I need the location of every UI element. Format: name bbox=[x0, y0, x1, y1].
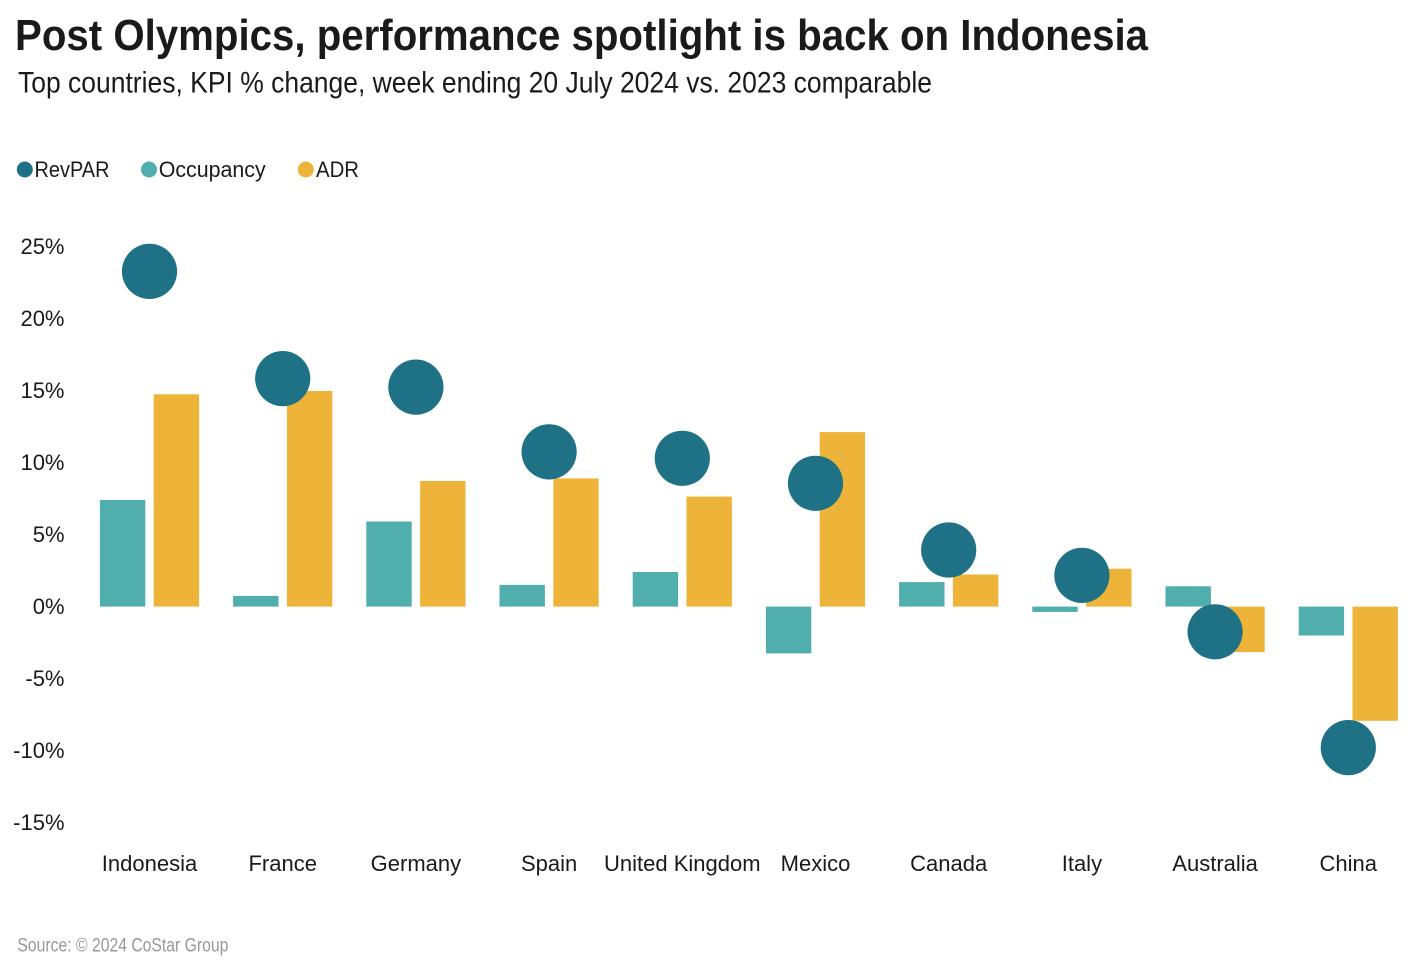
svg-text:Top countries, KPI % change, w: Top countries, KPI % change, week ending… bbox=[18, 66, 932, 99]
svg-text:0%: 0% bbox=[33, 594, 65, 619]
svg-text:10%: 10% bbox=[20, 450, 64, 475]
svg-text:Germany: Germany bbox=[371, 851, 461, 876]
svg-text:15%: 15% bbox=[20, 378, 64, 403]
svg-text:ADR: ADR bbox=[316, 157, 359, 182]
svg-text:Indonesia: Indonesia bbox=[102, 851, 198, 876]
svg-text:Canada: Canada bbox=[910, 851, 988, 876]
svg-text:5%: 5% bbox=[33, 522, 65, 547]
svg-text:-10%: -10% bbox=[13, 738, 64, 763]
svg-text:Australia: Australia bbox=[1172, 851, 1258, 876]
svg-text:Source: © 2024 CoStar Group: Source: © 2024 CoStar Group bbox=[17, 935, 228, 956]
svg-text:Italy: Italy bbox=[1062, 851, 1102, 876]
svg-text:Mexico: Mexico bbox=[781, 851, 851, 876]
svg-text:United Kingdom: United Kingdom bbox=[604, 851, 761, 876]
svg-text:Occupancy: Occupancy bbox=[159, 157, 266, 182]
svg-text:-15%: -15% bbox=[13, 810, 64, 835]
svg-text:Spain: Spain bbox=[521, 851, 577, 876]
svg-text:RevPAR: RevPAR bbox=[35, 157, 110, 182]
svg-text:20%: 20% bbox=[20, 306, 64, 331]
svg-text:China: China bbox=[1320, 851, 1378, 876]
svg-text:France: France bbox=[248, 851, 316, 876]
svg-text:Post Olympics, performance spo: Post Olympics, performance spotlight is … bbox=[15, 11, 1148, 60]
svg-text:25%: 25% bbox=[20, 234, 64, 259]
svg-text:-5%: -5% bbox=[25, 666, 64, 691]
